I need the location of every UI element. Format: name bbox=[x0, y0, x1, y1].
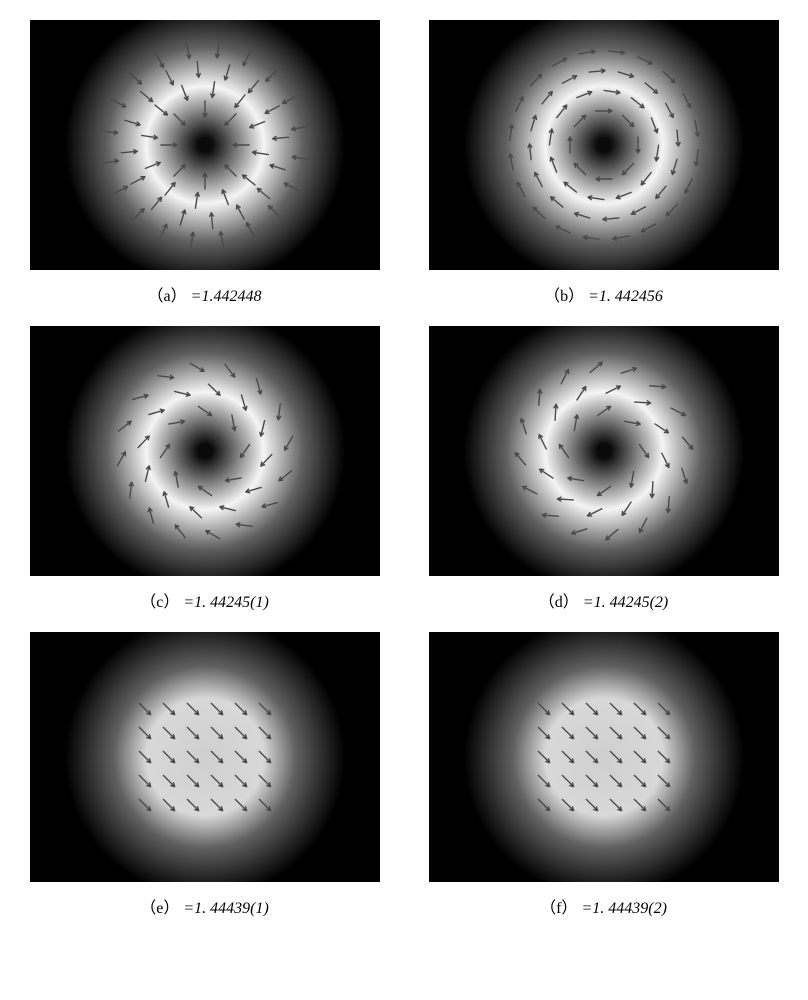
field-panel bbox=[30, 632, 380, 882]
panel-b: （b） =1. 442456 bbox=[419, 20, 788, 306]
panel-value: =1. 44439(2) bbox=[581, 900, 666, 917]
panel-caption: （c） =1. 44245(1) bbox=[140, 588, 269, 612]
panel-label: （d） bbox=[539, 594, 579, 611]
panel-caption: （e） =1. 44439(1) bbox=[140, 894, 269, 918]
panel-value: =1. 44245(1) bbox=[183, 594, 268, 611]
panel-a: （a） =1.442448 bbox=[20, 20, 389, 306]
field-panel bbox=[429, 20, 779, 270]
panel-caption: （a） =1.442448 bbox=[148, 282, 262, 306]
panel-f: （f） =1. 44439(2) bbox=[419, 632, 788, 918]
mode-field-plot bbox=[429, 20, 779, 270]
field-panel bbox=[30, 20, 380, 270]
panel-value: =1.442448 bbox=[191, 288, 262, 305]
panel-label: （f） bbox=[540, 900, 577, 917]
field-panel bbox=[30, 326, 380, 576]
panel-d: （d） =1. 44245(2) bbox=[419, 326, 788, 612]
panel-label: （a） bbox=[148, 288, 187, 305]
figure-grid: （a） =1.442448 （b） =1. 442456 （c） =1. 442… bbox=[0, 0, 808, 938]
panel-value: =1. 44439(1) bbox=[183, 900, 268, 917]
panel-caption: （f） =1. 44439(2) bbox=[540, 894, 667, 918]
panel-c: （c） =1. 44245(1) bbox=[20, 326, 389, 612]
field-panel bbox=[429, 632, 779, 882]
panel-e: （e） =1. 44439(1) bbox=[20, 632, 389, 918]
mode-field-plot bbox=[429, 326, 779, 576]
panel-label: （b） bbox=[544, 288, 584, 305]
panel-caption: （d） =1. 44245(2) bbox=[539, 588, 668, 612]
panel-value: =1. 442456 bbox=[588, 288, 663, 305]
panel-label: （e） bbox=[140, 900, 179, 917]
mode-field-plot bbox=[30, 326, 380, 576]
mode-field-plot bbox=[30, 20, 380, 270]
panel-label: （c） bbox=[140, 594, 179, 611]
panel-caption: （b） =1. 442456 bbox=[544, 282, 663, 306]
field-panel bbox=[429, 326, 779, 576]
mode-field-plot bbox=[30, 632, 380, 882]
panel-value: =1. 44245(2) bbox=[583, 594, 668, 611]
mode-field-plot bbox=[429, 632, 779, 882]
